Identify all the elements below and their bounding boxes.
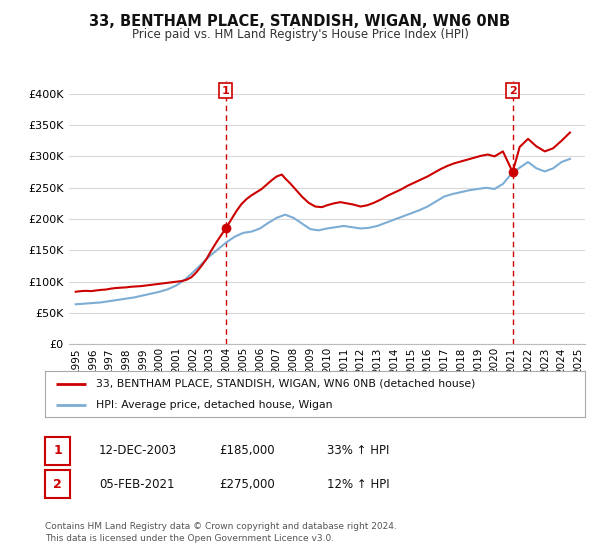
Text: £185,000: £185,000	[219, 444, 275, 458]
Text: 12-DEC-2003: 12-DEC-2003	[99, 444, 177, 458]
Text: 05-FEB-2021: 05-FEB-2021	[99, 478, 175, 491]
Text: 33% ↑ HPI: 33% ↑ HPI	[327, 444, 389, 458]
Text: 2: 2	[509, 86, 517, 96]
Text: 12% ↑ HPI: 12% ↑ HPI	[327, 478, 389, 491]
Text: Contains HM Land Registry data © Crown copyright and database right 2024.
This d: Contains HM Land Registry data © Crown c…	[45, 522, 397, 543]
Text: HPI: Average price, detached house, Wigan: HPI: Average price, detached house, Wiga…	[96, 400, 333, 410]
Text: 1: 1	[222, 86, 230, 96]
Text: 2: 2	[53, 478, 62, 491]
Text: 33, BENTHAM PLACE, STANDISH, WIGAN, WN6 0NB: 33, BENTHAM PLACE, STANDISH, WIGAN, WN6 …	[89, 14, 511, 29]
Text: Price paid vs. HM Land Registry's House Price Index (HPI): Price paid vs. HM Land Registry's House …	[131, 28, 469, 41]
Text: £275,000: £275,000	[219, 478, 275, 491]
Text: 33, BENTHAM PLACE, STANDISH, WIGAN, WN6 0NB (detached house): 33, BENTHAM PLACE, STANDISH, WIGAN, WN6 …	[96, 379, 476, 389]
Text: 1: 1	[53, 444, 62, 458]
